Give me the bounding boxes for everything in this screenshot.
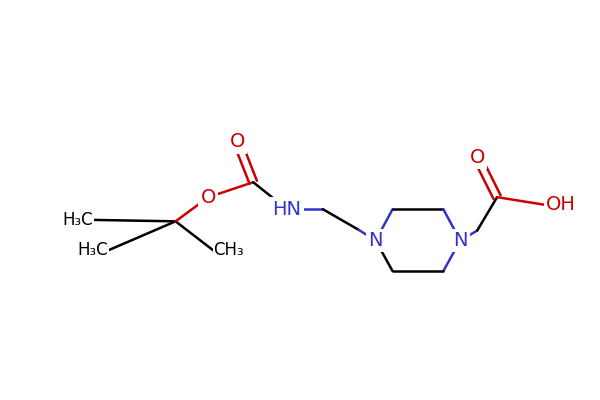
Text: N: N: [368, 231, 383, 250]
Text: N: N: [453, 231, 467, 250]
Text: O: O: [230, 132, 245, 151]
Text: O: O: [201, 188, 216, 207]
Text: O: O: [469, 148, 485, 167]
Text: HN: HN: [272, 200, 302, 219]
Text: H₃C: H₃C: [62, 211, 93, 229]
Text: CH₃: CH₃: [214, 242, 244, 260]
Text: OH: OH: [546, 196, 576, 214]
Text: H₃C: H₃C: [77, 242, 108, 260]
